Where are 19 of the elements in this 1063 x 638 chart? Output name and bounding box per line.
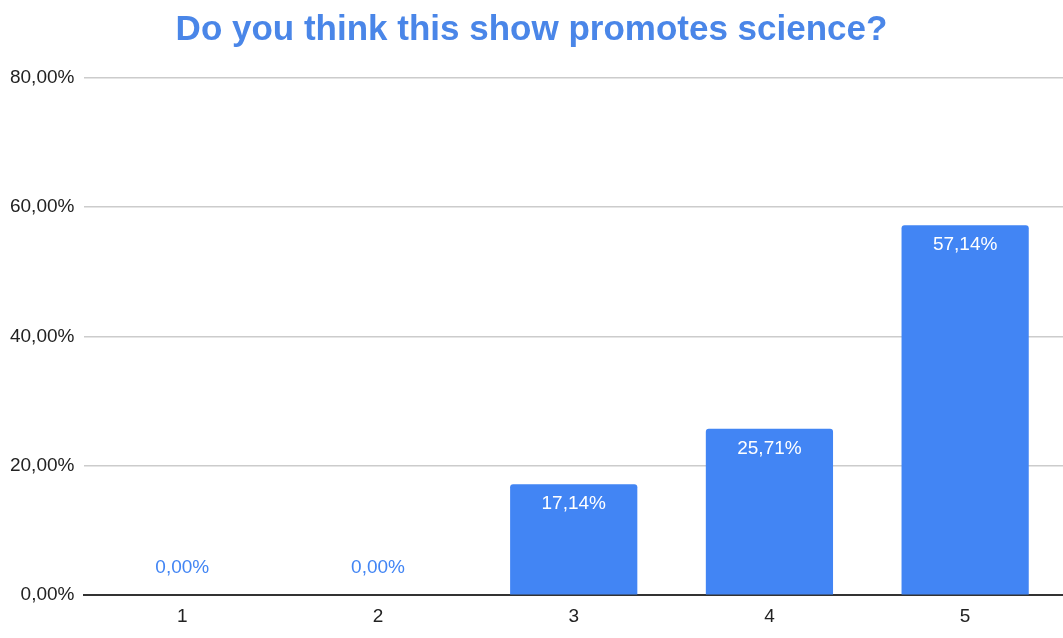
x-tick-label: 4	[764, 604, 776, 626]
y-tick-label: 60,00%	[9, 195, 75, 217]
bar	[510, 484, 638, 595]
data-label: 0,00%	[155, 555, 210, 577]
chart-title: Do you think this show promotes science?	[174, 7, 889, 49]
x-tick-label: 1	[177, 604, 188, 626]
data-label: 57,14%	[932, 233, 998, 255]
x-tick-label: 5	[959, 604, 971, 626]
y-tick-label: 0,00%	[20, 583, 75, 605]
data-label: 0,00%	[351, 555, 406, 577]
data-label: 17,14%	[541, 492, 607, 513]
y-tick-label: 80,00%	[9, 65, 75, 87]
bar	[705, 428, 834, 595]
x-tick-label: 2	[372, 604, 384, 626]
bar	[901, 225, 1029, 595]
y-tick-label: 20,00%	[9, 453, 75, 475]
data-label: 25,71%	[737, 436, 802, 458]
y-tick-label: 40,00%	[9, 324, 75, 346]
x-tick-label: 3	[568, 604, 580, 626]
